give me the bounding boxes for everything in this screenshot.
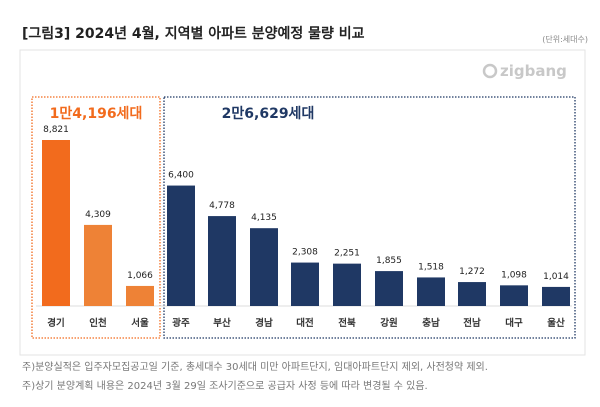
bar-광주 (167, 185, 195, 306)
data-label: 1,855 (376, 256, 402, 266)
bar-인천 (84, 224, 112, 306)
bar-서울 (126, 285, 154, 306)
chart-panel (19, 49, 586, 356)
bar-울산 (542, 286, 570, 306)
data-label: 1,272 (459, 267, 485, 277)
data-label: 1,014 (543, 272, 569, 282)
category-label: 전남 (463, 317, 481, 329)
group-box-capital (31, 96, 161, 339)
bar-대구 (500, 285, 528, 306)
note-1: 주)분양실적은 입주자모집공고일 기준, 총세대수 30세대 미만 아파트단지,… (22, 360, 488, 373)
data-label: 1,066 (127, 271, 153, 281)
bar-전남 (458, 282, 486, 306)
data-label: 1,518 (418, 262, 444, 272)
data-label: 8,821 (43, 125, 69, 135)
category-label: 서울 (131, 317, 149, 329)
category-label: 충남 (422, 317, 440, 329)
bar-강원 (375, 271, 403, 306)
category-label: 인천 (89, 318, 106, 329)
category-label: 울산 (547, 317, 565, 329)
category-label: 광주 (172, 317, 190, 329)
data-label: 4,135 (251, 213, 277, 223)
data-label: 2,251 (334, 249, 360, 259)
bar-부산 (208, 216, 236, 306)
category-label: 경남 (255, 317, 273, 329)
bar-경기 (42, 140, 70, 306)
chart-title: [그림3] 2024년 4월, 지역별 아파트 분양예정 물량 비교 (22, 25, 365, 42)
data-label: 1,098 (501, 270, 527, 280)
data-label: 6,400 (168, 171, 194, 181)
bar-전북 (333, 263, 361, 306)
category-label: 대구 (505, 317, 523, 329)
zigbang-logo: zigbang (482, 62, 567, 80)
group-box-regional (163, 96, 576, 339)
bar-대전 (291, 262, 319, 306)
data-label: 4,778 (209, 201, 235, 211)
category-label: 강원 (380, 317, 397, 329)
category-label: 전북 (338, 317, 356, 329)
bar-경남 (250, 228, 278, 306)
bar-충남 (417, 277, 445, 306)
group-total-capital: 1만4,196세대 (50, 106, 143, 122)
note-2: 주)상기 분양계획 내용은 2024년 3월 29일 조사기준으로 공급자 사정… (22, 379, 428, 392)
logo-text: zigbang (500, 62, 567, 80)
category-label: 경기 (47, 317, 64, 329)
category-label: 부산 (213, 317, 231, 329)
data-label: 2,308 (292, 248, 318, 258)
group-total-regional: 2만6,629세대 (222, 106, 315, 122)
unit-label: (단위:세대수) (542, 34, 588, 44)
category-label: 대전 (296, 317, 313, 329)
data-label: 4,309 (85, 210, 111, 220)
